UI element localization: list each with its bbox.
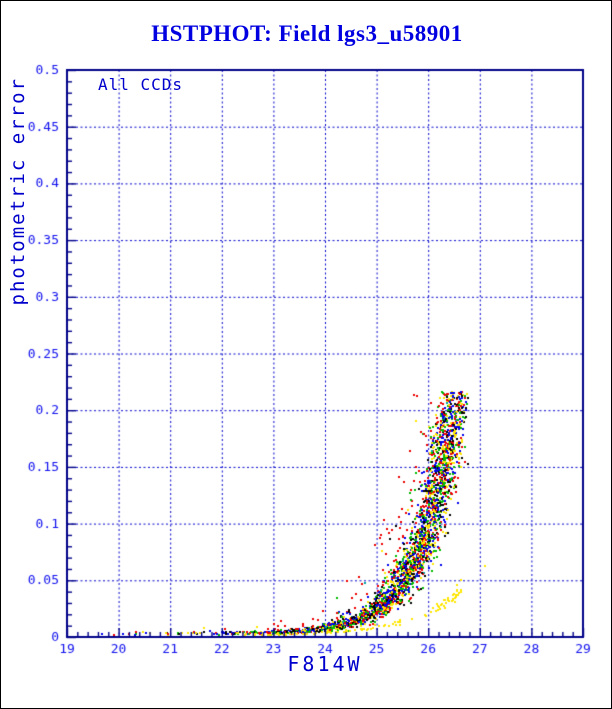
page-title: HSTPHOT: Field lgs3_u58901 <box>151 21 463 46</box>
ccd-annotation: All CCDs <box>98 75 184 94</box>
x-axis-label: F814W <box>287 652 363 676</box>
y-axis-label: photometric error <box>7 76 29 306</box>
